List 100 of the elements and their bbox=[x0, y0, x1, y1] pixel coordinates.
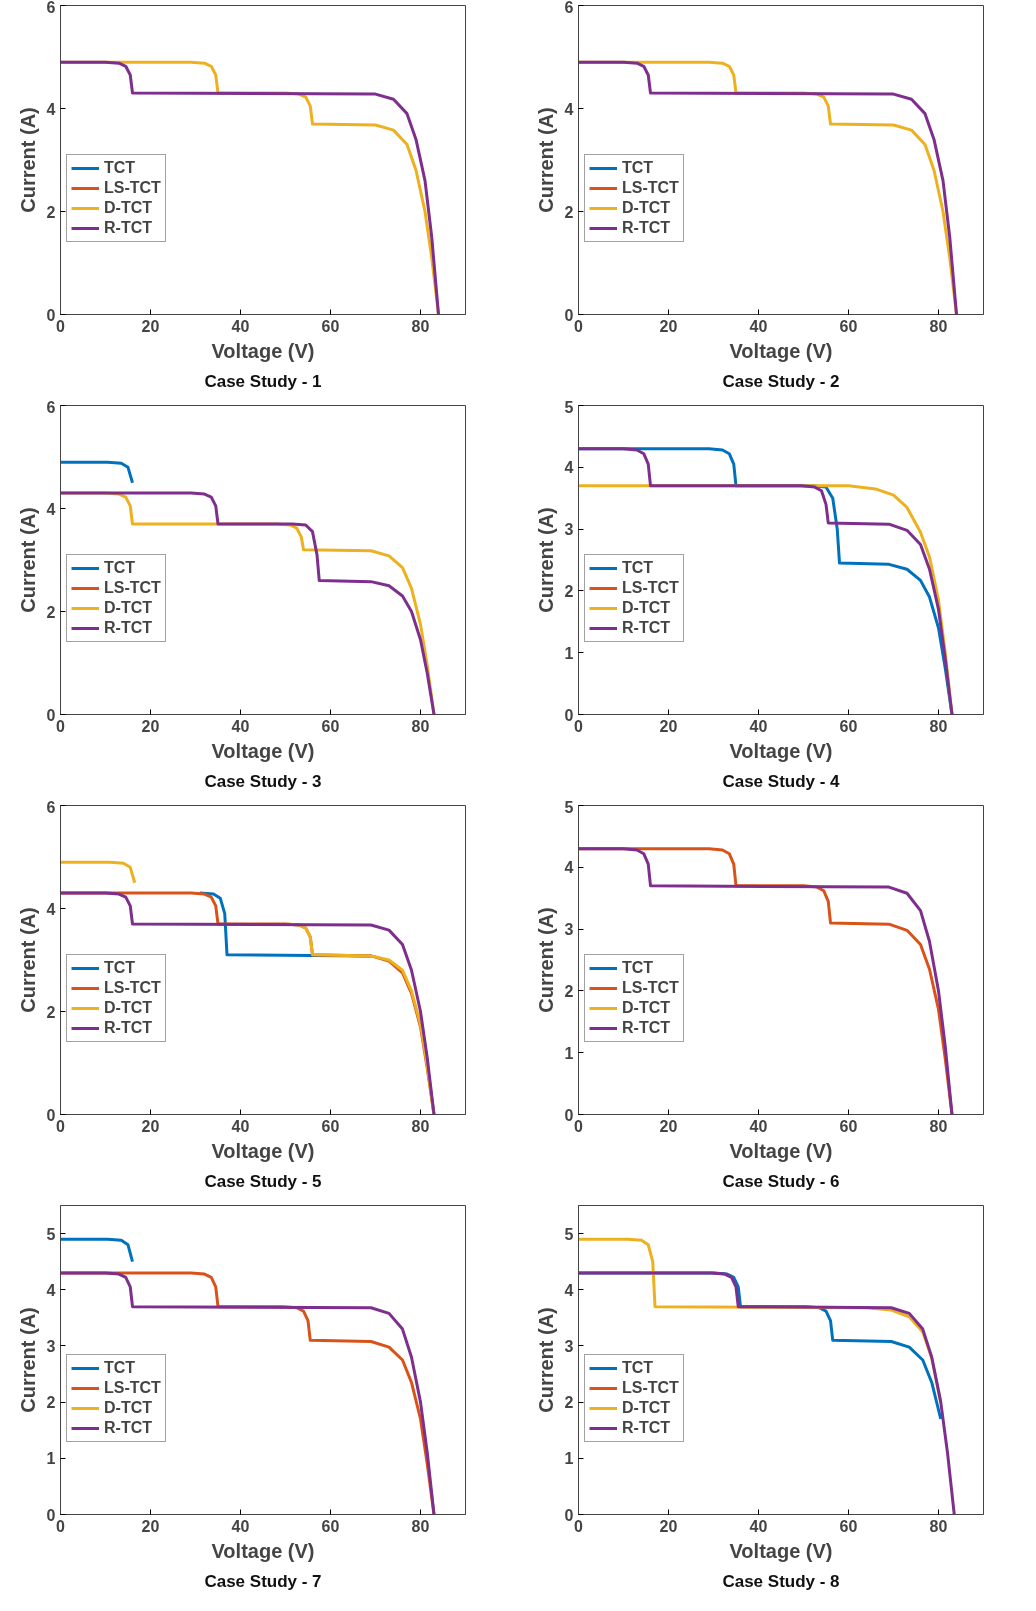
x-axis-title: Voltage (V) bbox=[211, 1139, 315, 1162]
legend-label: D-TCT bbox=[104, 1399, 152, 1417]
x-tick-label: 80 bbox=[929, 317, 948, 335]
legend-label: LS-TCT bbox=[622, 579, 679, 597]
y-tick-label: 0 bbox=[564, 1106, 574, 1124]
x-tick-label: 60 bbox=[321, 717, 340, 735]
y-axis-title: Current (A) bbox=[534, 507, 557, 613]
x-tick-label: 40 bbox=[231, 1517, 250, 1535]
x-tick-label: 80 bbox=[929, 1117, 948, 1135]
x-tick-label: 60 bbox=[321, 317, 340, 335]
y-tick-label: 6 bbox=[46, 798, 56, 816]
line-series bbox=[60, 460, 134, 485]
y-tick-label: 2 bbox=[564, 203, 574, 221]
y-tick-label: 0 bbox=[46, 306, 56, 324]
legend-label: TCT bbox=[104, 159, 136, 177]
y-tick-label: 5 bbox=[46, 1225, 56, 1243]
y-tick-label: 4 bbox=[46, 1281, 56, 1299]
x-tick-label: 80 bbox=[929, 1517, 948, 1535]
legend-label: TCT bbox=[622, 1359, 654, 1377]
legend-label: D-TCT bbox=[104, 999, 152, 1017]
y-tick-label: 3 bbox=[46, 1337, 56, 1355]
y-axis-title: Current (A) bbox=[534, 907, 557, 1013]
legend-label: TCT bbox=[622, 159, 654, 177]
x-tick-label: 20 bbox=[659, 717, 678, 735]
x-tick-label: 20 bbox=[141, 1117, 160, 1135]
y-tick-label: 5 bbox=[564, 798, 574, 816]
x-tick-label: 60 bbox=[321, 1117, 340, 1135]
legend-label: LS-TCT bbox=[104, 979, 161, 997]
y-tick-label: 0 bbox=[46, 1506, 56, 1524]
x-tick-label: 40 bbox=[231, 317, 250, 335]
x-tick-label: 40 bbox=[231, 1117, 250, 1135]
text: Case Study - 2 bbox=[722, 371, 840, 391]
x-axis-title: Voltage (V) bbox=[211, 339, 315, 362]
line-series bbox=[60, 1237, 134, 1264]
x-axis-title: Voltage (V) bbox=[211, 739, 315, 762]
x-tick-label: 60 bbox=[839, 1517, 858, 1535]
legend-label: R-TCT bbox=[104, 619, 152, 637]
x-tick-label: 40 bbox=[749, 317, 768, 335]
legend-label: LS-TCT bbox=[104, 1379, 161, 1397]
x-tick-label: 40 bbox=[749, 717, 768, 735]
y-axis-title: Current (A) bbox=[16, 1307, 39, 1413]
y-tick-label: 4 bbox=[46, 900, 56, 918]
x-tick-label: 20 bbox=[141, 317, 160, 335]
legend-label: R-TCT bbox=[104, 1419, 152, 1437]
legend-label: TCT bbox=[104, 959, 136, 977]
text: Case Study - 8 bbox=[722, 1571, 840, 1591]
y-tick-label: 2 bbox=[564, 982, 574, 1000]
text: Case Study - 1 bbox=[204, 371, 322, 391]
y-axis-title: Current (A) bbox=[534, 1307, 557, 1413]
y-axis-title: Current (A) bbox=[16, 107, 39, 213]
x-tick-label: 20 bbox=[659, 1117, 678, 1135]
y-tick-label: 0 bbox=[564, 706, 574, 724]
x-tick-label: 20 bbox=[659, 317, 678, 335]
y-tick-label: 2 bbox=[46, 1394, 56, 1412]
y-axis-title: Current (A) bbox=[16, 907, 39, 1013]
y-tick-label: 0 bbox=[564, 306, 574, 324]
y-axis-title: Current (A) bbox=[16, 507, 39, 613]
legend-label: TCT bbox=[622, 559, 654, 577]
legend-label: TCT bbox=[622, 959, 654, 977]
legend-label: D-TCT bbox=[622, 1399, 670, 1417]
x-tick-label: 60 bbox=[321, 1517, 340, 1535]
y-tick-label: 3 bbox=[564, 921, 574, 939]
legend-label: R-TCT bbox=[622, 219, 670, 237]
x-tick-label: 80 bbox=[411, 1517, 430, 1535]
y-tick-label: 1 bbox=[46, 1450, 56, 1468]
y-tick-label: 4 bbox=[564, 859, 574, 877]
legend-label: D-TCT bbox=[622, 199, 670, 217]
y-tick-label: 0 bbox=[46, 1106, 56, 1124]
y-tick-label: 2 bbox=[46, 203, 56, 221]
x-tick-label: 60 bbox=[839, 1117, 858, 1135]
legend-label: TCT bbox=[104, 559, 136, 577]
legend-label: LS-TCT bbox=[622, 1379, 679, 1397]
y-tick-label: 4 bbox=[46, 100, 56, 118]
y-tick-label: 5 bbox=[564, 398, 574, 416]
y-tick-label: 2 bbox=[564, 582, 574, 600]
x-tick-label: 80 bbox=[411, 717, 430, 735]
x-tick-label: 20 bbox=[141, 1517, 160, 1535]
legend-label: D-TCT bbox=[622, 599, 670, 617]
x-tick-label: 40 bbox=[749, 1517, 768, 1535]
y-tick-label: 6 bbox=[564, 0, 574, 16]
y-tick-label: 4 bbox=[46, 500, 56, 518]
legend-label: D-TCT bbox=[622, 999, 670, 1017]
x-tick-label: 60 bbox=[839, 317, 858, 335]
x-axis-title: Voltage (V) bbox=[211, 1539, 315, 1562]
x-tick-label: 80 bbox=[929, 717, 948, 735]
x-tick-label: 20 bbox=[141, 717, 160, 735]
y-tick-label: 4 bbox=[564, 459, 574, 477]
text: Case Study - 5 bbox=[204, 1171, 322, 1191]
legend-label: LS-TCT bbox=[622, 979, 679, 997]
y-axis-title: Current (A) bbox=[534, 107, 557, 213]
legend-label: TCT bbox=[104, 1359, 136, 1377]
legend-label: D-TCT bbox=[104, 599, 152, 617]
x-axis-title: Voltage (V) bbox=[729, 1139, 833, 1162]
x-tick-label: 40 bbox=[231, 717, 250, 735]
x-tick-label: 80 bbox=[411, 1117, 430, 1135]
legend-label: R-TCT bbox=[104, 1019, 152, 1037]
legend-label: LS-TCT bbox=[104, 579, 161, 597]
y-tick-label: 3 bbox=[564, 521, 574, 539]
y-tick-label: 6 bbox=[46, 398, 56, 416]
legend-label: R-TCT bbox=[622, 1019, 670, 1037]
